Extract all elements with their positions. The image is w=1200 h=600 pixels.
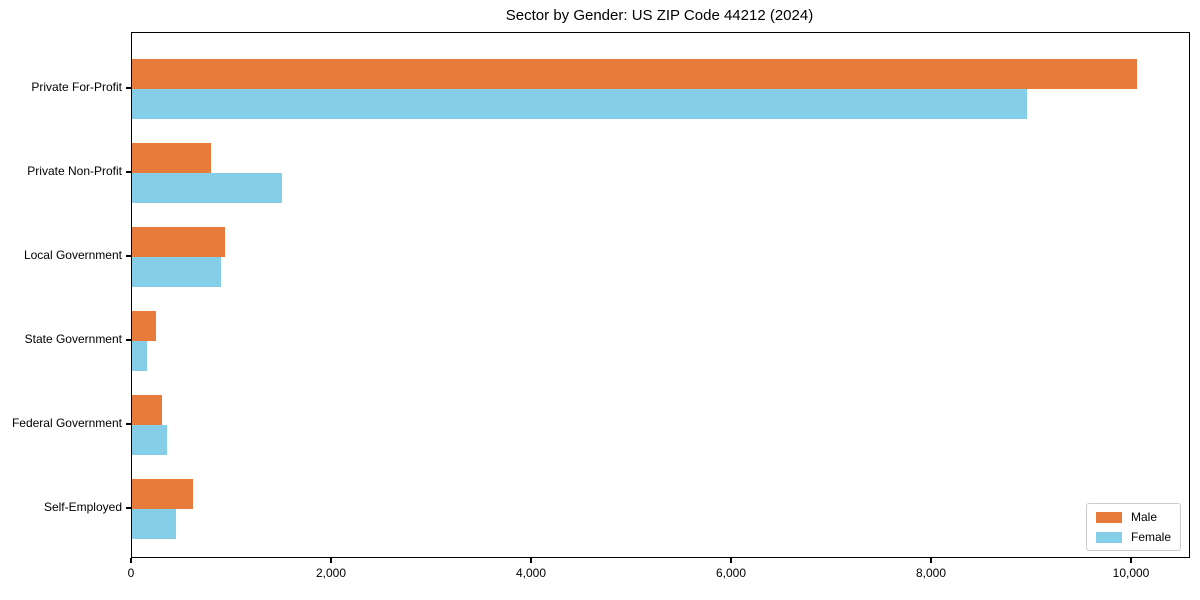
y-category-label-private-non-profit: Private Non-Profit	[27, 164, 122, 178]
legend-entry-male: Male	[1095, 510, 1171, 524]
legend: Male Female	[1085, 503, 1181, 551]
x-axis-tick-label-8000: 8,000	[915, 566, 947, 580]
bar-female-state-government	[132, 341, 147, 371]
x-axis-tick-10000	[1130, 557, 1132, 563]
bar-female-self-employed	[132, 509, 176, 539]
chart-title: Sector by Gender: US ZIP Code 44212 (202…	[505, 7, 814, 24]
x-axis-tick-label-10000: 10,000	[1112, 566, 1150, 580]
bar-male-private-for-profit	[132, 59, 1137, 89]
y-category-label-state-government: State Government	[24, 332, 122, 346]
x-axis-tick-label-2000: 2,000	[315, 566, 347, 580]
y-category-label-private-for-profit: Private For-Profit	[31, 80, 122, 94]
legend-swatch-female	[1095, 531, 1122, 543]
bar-male-self-employed	[132, 479, 193, 509]
y-axis-tick-state-government	[126, 339, 132, 341]
legend-entry-female: Female	[1095, 530, 1171, 544]
x-axis-tick-8000	[930, 557, 932, 563]
bar-female-federal-government	[132, 425, 167, 455]
x-axis-tick-2000	[330, 557, 332, 563]
legend-label-male: Male	[1130, 510, 1157, 524]
plot-area: Male Female	[131, 32, 1190, 558]
x-axis-tick-label-0: 0	[127, 566, 135, 580]
y-axis-tick-federal-government	[126, 423, 132, 425]
x-axis-tick-label-4000: 4,000	[515, 566, 547, 580]
bar-male-local-government	[132, 227, 225, 257]
x-axis-tick-4000	[530, 557, 532, 563]
bar-female-private-for-profit	[132, 89, 1027, 119]
y-axis-tick-private-non-profit	[126, 171, 132, 173]
y-axis-tick-private-for-profit	[126, 87, 132, 89]
bar-male-private-non-profit	[132, 143, 211, 173]
x-axis-tick-label-6000: 6,000	[715, 566, 747, 580]
bar-male-state-government	[132, 311, 156, 341]
y-axis-tick-local-government	[126, 255, 132, 257]
bar-female-private-non-profit	[132, 173, 282, 203]
legend-swatch-male	[1095, 511, 1122, 523]
y-axis-tick-self-employed	[126, 507, 132, 509]
x-axis-tick-0	[130, 557, 132, 563]
y-category-label-self-employed: Self-Employed	[43, 500, 122, 514]
y-category-label-federal-government: Federal Government	[11, 416, 122, 430]
x-axis-tick-6000	[730, 557, 732, 563]
legend-label-female: Female	[1130, 530, 1171, 544]
bar-male-federal-government	[132, 395, 162, 425]
bar-female-local-government	[132, 257, 221, 287]
y-category-label-local-government: Local Government	[23, 248, 122, 262]
